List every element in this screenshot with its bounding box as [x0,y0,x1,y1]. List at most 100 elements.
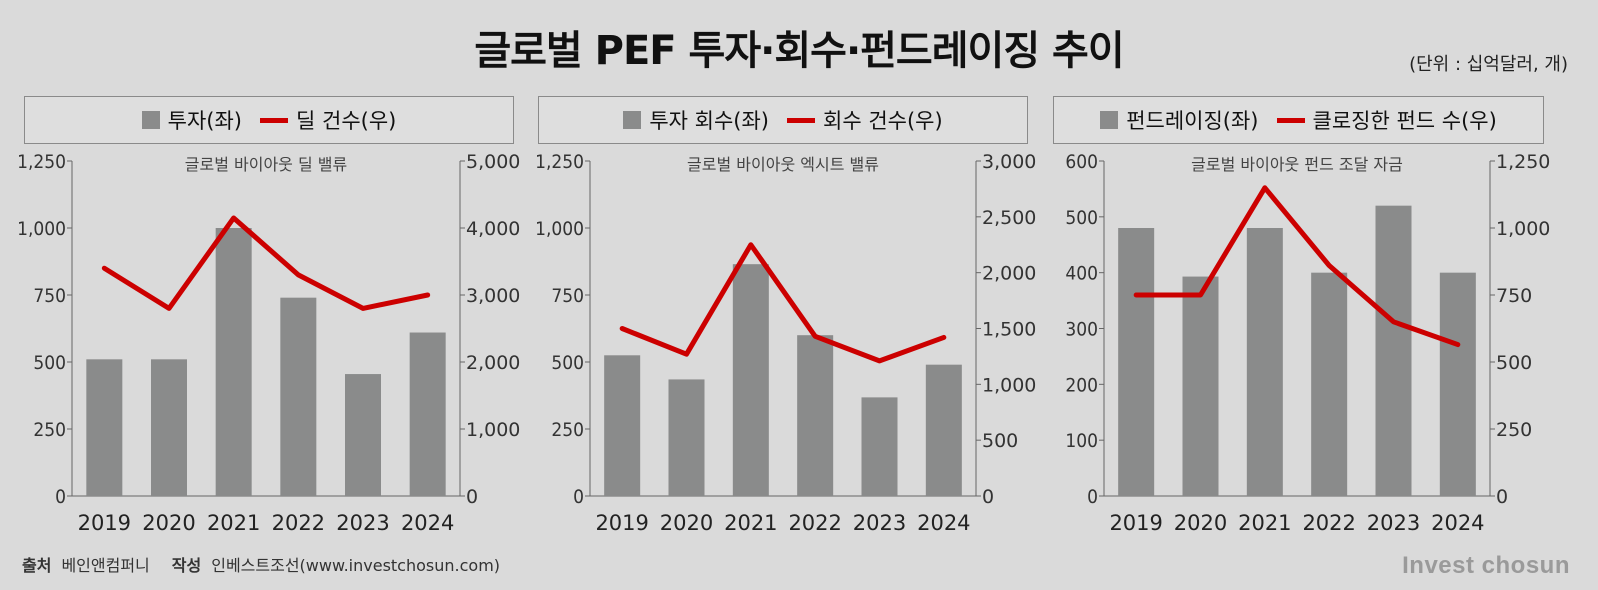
bar [797,335,834,496]
x-tick-label: 2023 [853,511,906,535]
x-tick-label: 2020 [660,511,713,535]
left-tick-label: 500 [1065,207,1098,229]
source-value: 베인앤컴퍼니 [61,556,150,575]
bar [151,359,187,496]
right-tick-label: 4,000 [466,218,520,240]
line-swatch [1276,117,1305,123]
chart-subtitle: 글로벌 바이아웃 엑시트 밸류 [687,155,879,174]
charts-canvas: 글로벌 바이아웃 딜 밸류 0 250 500 750 1,000 1,250 0 1,000 2… [17,151,1550,535]
right-tick-label: 1,000 [466,419,520,441]
bar [668,379,705,496]
x-tick-label: 2022 [272,511,325,535]
x-tick-label: 2021 [724,511,777,535]
line-series [1133,185,1461,348]
x-tick-label: 2020 [142,511,195,535]
right-tick-label: 1,000 [1496,218,1550,240]
bar [215,228,252,496]
legend-bar-label: 투자(좌) [167,109,242,133]
bar [1246,228,1283,496]
right-tick-label: 0 [982,486,994,508]
left-tick-label: 100 [1065,430,1098,452]
bar [732,264,769,496]
right-tick-label: 1,250 [1496,151,1550,173]
left-tick-label: 1,250 [535,151,584,173]
bar [1118,228,1155,496]
bar [1439,272,1476,496]
source-label: 출처 [22,556,52,575]
bar-swatch [1100,111,1119,129]
bar [345,374,381,496]
legend-panel-3: 펀드레이징(좌) 클로징한 펀드 수(우) [1053,96,1544,144]
bar [925,364,962,496]
x-tick-label: 2020 [1174,511,1227,535]
left-tick-label: 0 [573,486,584,508]
author-value: 인베스트조선(www.investchosun.com) [211,556,501,575]
left-tick-label: 0 [1087,486,1098,508]
line-swatch [260,117,288,123]
x-tick-label: 2022 [1302,511,1355,535]
left-tick-label: 250 [33,419,66,441]
bar [1375,205,1412,496]
x-tick-label: 2024 [917,511,970,535]
right-tick-label: 250 [1496,419,1532,441]
bar [280,297,317,496]
bar [409,332,446,496]
right-tick-label: 1,500 [982,319,1036,341]
x-tick-label: 2022 [788,511,841,535]
legend-bar-label: 투자 회수(좌) [649,109,769,133]
legend-line-label: 회수 건수(우) [823,109,943,133]
left-tick-label: 400 [1065,263,1098,285]
bar [1311,272,1348,496]
source-note: 출처 베인앤컴퍼니 작성 인베스트조선(www.investchosun.com) [22,552,500,576]
chart-subtitle: 글로벌 바이아웃 딜 밸류 [185,155,347,174]
left-tick-label: 200 [1065,374,1098,396]
left-tick-label: 500 [33,352,66,374]
bar-swatch [141,111,160,129]
x-tick-label: 2019 [78,511,131,535]
x-tick-label: 2019 [595,511,648,535]
page-title: 글로벌 PEF 투자·회수·펀드레이징 추이 [474,28,1124,74]
left-tick-label: 300 [1065,319,1098,341]
x-tick-label: 2023 [1367,511,1420,535]
left-tick-label: 1,000 [535,218,584,240]
right-tick-label: 0 [1496,486,1508,508]
x-tick-label: 2024 [401,511,454,535]
x-tick-label: 2024 [1431,511,1484,535]
right-tick-label: 0 [466,486,478,508]
right-tick-label: 500 [982,430,1018,452]
left-tick-label: 1,250 [17,151,66,173]
bar [861,397,898,496]
left-tick-label: 600 [1065,151,1098,173]
legend-line-label: 클로징한 펀드 수(우) [1312,109,1497,133]
left-tick-label: 1,000 [17,218,66,240]
unit-note: (단위 : 십억달러, 개) [1409,54,1568,75]
legend-line-label: 딜 건수(우) [296,109,397,133]
chart-subtitle: 글로벌 바이아웃 펀드 조달 자금 [1191,155,1403,174]
brand-logo: Invest chosun [1402,552,1570,579]
x-tick-label: 2021 [1238,511,1291,535]
right-tick-label: 750 [1496,285,1532,307]
left-tick-label: 0 [55,486,66,508]
x-tick-label: 2021 [207,511,260,535]
line-series [101,215,431,311]
left-tick-label: 750 [551,285,584,307]
bar [604,355,641,496]
bar [86,359,123,496]
line-swatch [787,117,815,123]
right-tick-label: 2,000 [466,352,520,374]
author-label: 작성 [171,556,202,575]
line-series [619,242,947,364]
legend-bar-label: 펀드레이징(좌) [1126,109,1259,133]
right-tick-label: 3,000 [982,151,1036,173]
right-tick-label: 500 [1496,352,1532,374]
bar-swatch [623,111,642,129]
left-tick-label: 500 [551,352,584,374]
legend-panel-2: 투자 회수(좌) 회수 건수(우) [538,96,1028,144]
right-tick-label: 3,000 [466,285,520,307]
x-tick-label: 2023 [336,511,389,535]
right-tick-label: 5,000 [466,151,520,173]
right-tick-label: 2,000 [982,263,1036,285]
legend-panel-1: 투자(좌) 딜 건수(우) [24,96,514,144]
right-tick-label: 1,000 [982,374,1036,396]
x-tick-label: 2019 [1109,511,1162,535]
